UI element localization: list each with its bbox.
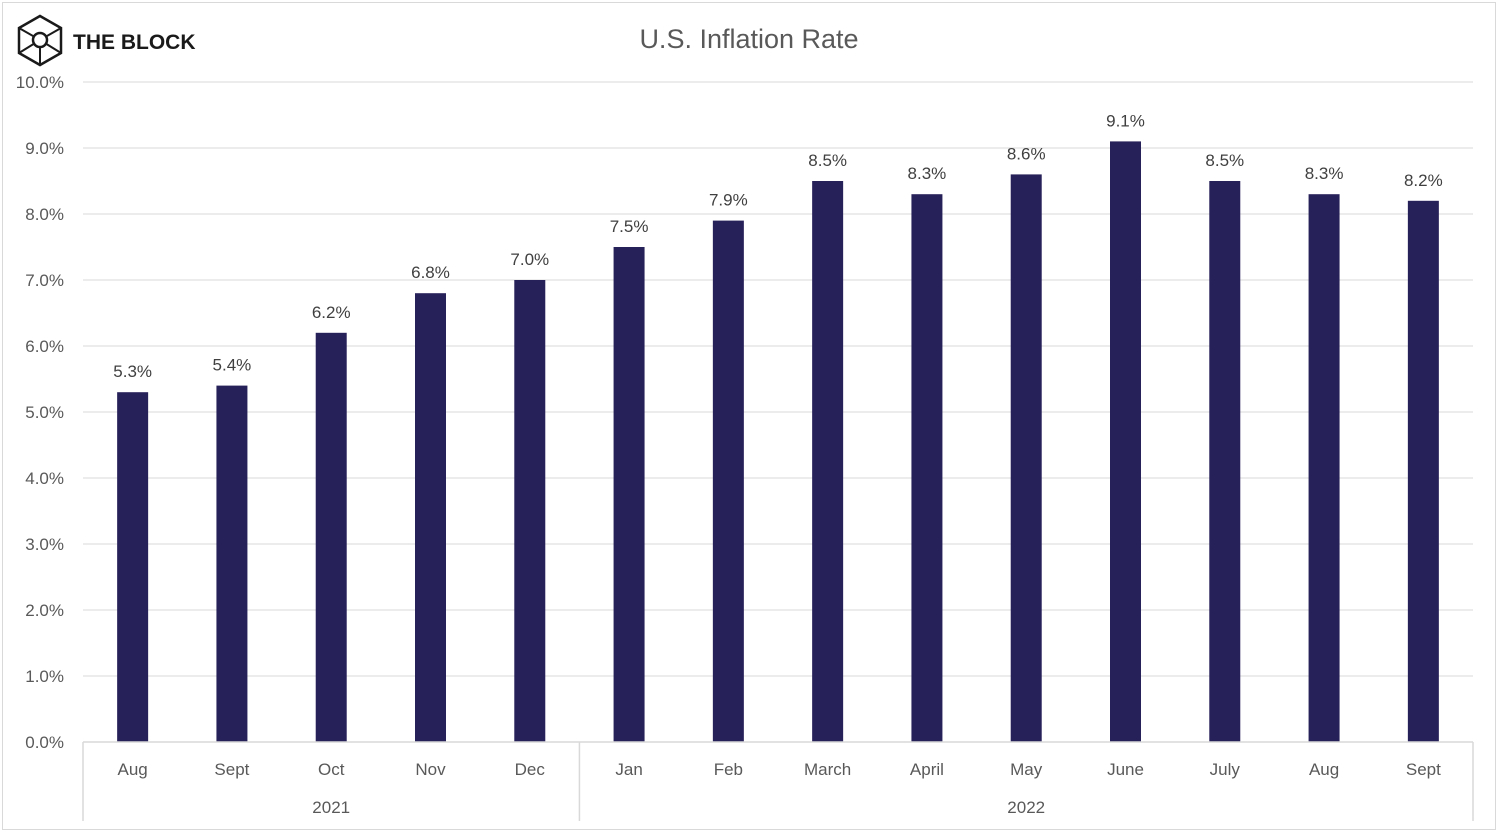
- group-label-2022: 2022: [1007, 798, 1045, 817]
- cube-logo-icon: [17, 14, 63, 67]
- bar-chart: THE BLOCK U.S. Inflation Rate 0.0% 1.0% 2.…: [16, 14, 1474, 821]
- bar-may-9: [1010, 174, 1042, 742]
- data-label: 6.8%: [411, 263, 450, 282]
- y-tick-label: 9.0%: [25, 139, 64, 158]
- data-label: 8.5%: [808, 151, 847, 170]
- y-tick-label: 0.0%: [25, 733, 64, 752]
- brand-name: THE BLOCK: [73, 31, 196, 54]
- data-label: 7.5%: [610, 217, 649, 236]
- data-labels: 5.3% 5.4% 6.2% 6.8% 7.0% 7.5% 7.9% 8.5% 8.3% 8.6%…: [113, 111, 1442, 381]
- bar-july-11: [1209, 181, 1241, 742]
- gridlines: [83, 81, 1473, 677]
- category-label: Sept: [1406, 760, 1441, 779]
- y-tick-label: 8.0%: [25, 205, 64, 224]
- bar-sept-13: [1407, 200, 1439, 743]
- category-label: Jan: [615, 760, 642, 779]
- y-tick-label: 6.0%: [25, 337, 64, 356]
- category-label: Sept: [214, 760, 249, 779]
- group-label-2021: 2021: [312, 798, 350, 817]
- data-label: 7.9%: [709, 191, 748, 210]
- category-label: Aug: [1309, 760, 1339, 779]
- y-tick-label: 10.0%: [16, 73, 64, 92]
- bar-nov-3: [415, 293, 446, 742]
- bar-june-10: [1110, 141, 1141, 742]
- x-axis: Aug Sept Oct Nov Dec Jan Feb March April May June J…: [82, 741, 1474, 821]
- data-label: 8.5%: [1205, 151, 1244, 170]
- data-label: 5.3%: [113, 362, 152, 381]
- bars: [117, 141, 1439, 743]
- y-tick-label: 5.0%: [25, 403, 64, 422]
- data-label: 6.2%: [312, 303, 351, 322]
- category-label: Aug: [118, 760, 148, 779]
- bar-oct-2: [315, 332, 347, 742]
- bar-aug-12: [1308, 194, 1340, 742]
- category-label: Nov: [415, 760, 446, 779]
- bar-sept-1: [216, 385, 248, 742]
- data-label: 8.2%: [1404, 171, 1443, 190]
- category-label: Feb: [714, 760, 743, 779]
- data-label: 8.3%: [908, 164, 947, 183]
- data-label: 8.6%: [1007, 144, 1046, 163]
- category-label: March: [804, 760, 851, 779]
- bar-april-8: [911, 194, 943, 742]
- data-label: 5.4%: [213, 356, 252, 375]
- category-label: July: [1210, 760, 1241, 779]
- y-tick-label: 7.0%: [25, 271, 64, 290]
- y-tick-label: 3.0%: [25, 535, 64, 554]
- bar-march-7: [812, 181, 844, 742]
- y-tick-label: 2.0%: [25, 601, 64, 620]
- chart-title: U.S. Inflation Rate: [639, 24, 858, 54]
- y-tick-label: 1.0%: [25, 667, 64, 686]
- category-label: June: [1107, 760, 1144, 779]
- category-label: Oct: [318, 760, 345, 779]
- category-label: April: [910, 760, 944, 779]
- data-label: 8.3%: [1305, 164, 1344, 183]
- data-label: 9.1%: [1106, 111, 1145, 130]
- bar-dec-4: [514, 280, 546, 742]
- data-label: 7.0%: [510, 250, 549, 269]
- category-label: Dec: [515, 760, 546, 779]
- y-axis-ticks: 0.0% 1.0% 2.0% 3.0% 4.0% 5.0% 6.0% 7.0% 8.0% 9.0%…: [16, 73, 64, 752]
- category-label: May: [1010, 760, 1043, 779]
- bar-aug-0: [117, 392, 149, 742]
- bar-feb-6: [712, 220, 744, 743]
- bar-jan-5: [613, 247, 645, 742]
- y-tick-label: 4.0%: [25, 469, 64, 488]
